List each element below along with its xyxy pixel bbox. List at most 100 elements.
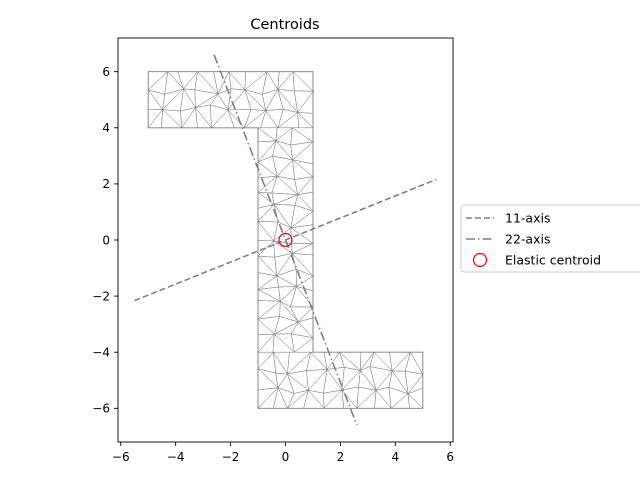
mesh-triangle — [164, 71, 184, 95]
legend-centroid-marker — [472, 252, 488, 268]
mesh-triangle — [194, 71, 219, 95]
mesh-triangle — [257, 368, 279, 389]
mesh-triangle — [257, 351, 276, 374]
mesh-triangle — [257, 387, 279, 409]
mesh-triangle — [278, 286, 298, 302]
mesh-triangle — [294, 194, 314, 212]
mesh-triangle — [181, 106, 198, 129]
mesh-triangle — [257, 127, 278, 142]
mesh-triangle — [291, 253, 314, 277]
mesh-triangle — [262, 89, 279, 112]
section-boundary — [147, 71, 424, 409]
legend-label: 22-axis — [505, 232, 550, 247]
mesh-triangle — [273, 333, 295, 353]
mesh-triangle — [228, 71, 246, 91]
x-tick-label: −2 — [222, 450, 240, 464]
mesh-triangle — [257, 240, 275, 257]
y-tick-label: 2 — [102, 177, 110, 191]
mesh-triangle — [262, 71, 279, 95]
mesh-triangle — [280, 301, 299, 323]
mesh-triangle — [180, 88, 196, 112]
y-axis-ticks: −6 −4 −2 0 2 4 6 — [92, 65, 118, 416]
mesh-triangle — [257, 272, 278, 290]
legend: 11-axis 22-axis Elastic centroid — [460, 204, 640, 273]
22-axis-line — [213, 54, 358, 426]
mesh-triangle — [227, 88, 246, 111]
mesh-triangle — [290, 321, 314, 339]
mesh-triangle — [339, 351, 362, 371]
mesh-triangle — [273, 227, 292, 244]
mesh-triangle — [341, 367, 361, 391]
mesh-triangle — [323, 368, 343, 394]
y-tick-label: −4 — [92, 346, 110, 360]
mesh-triangle — [290, 127, 314, 146]
x-tick-label: 2 — [337, 450, 345, 464]
chart-title: Centroids — [250, 17, 319, 33]
legend-label: Elastic centroid — [505, 253, 601, 268]
mesh-triangle — [271, 192, 298, 205]
mesh-triangle — [359, 366, 377, 391]
mesh-triangle — [257, 316, 280, 335]
x-tick-label: −6 — [112, 450, 130, 464]
mesh-triangle — [292, 71, 314, 92]
mesh-triangle — [277, 109, 299, 129]
mesh-triangle — [410, 351, 424, 376]
x-tick-label: 6 — [446, 450, 454, 464]
section-outline — [147, 71, 424, 409]
mesh-triangle — [257, 300, 281, 320]
mesh-triangle — [257, 221, 279, 242]
y-tick-label: 6 — [102, 65, 110, 79]
x-tick-label: 4 — [392, 450, 400, 464]
x-tick-label: −4 — [167, 450, 185, 464]
mesh-triangle — [177, 71, 198, 90]
mesh-triangle — [323, 351, 341, 370]
mesh-triangle — [356, 386, 377, 409]
mesh-triangle — [388, 370, 409, 395]
mesh-triangle — [297, 191, 314, 212]
mesh-triangle — [277, 71, 294, 91]
mesh-triangle — [404, 370, 424, 395]
mesh-triangle — [257, 192, 275, 205]
mesh-triangle — [375, 387, 392, 410]
mesh-triangle — [369, 351, 393, 372]
mesh-triangle — [257, 155, 278, 177]
mesh-triangle — [277, 71, 295, 92]
mesh-triangle — [307, 368, 328, 394]
legend-label: 11-axis — [505, 211, 550, 226]
mesh-triangle — [210, 104, 229, 129]
mesh-triangle — [167, 71, 184, 90]
mesh-triangle — [147, 108, 164, 129]
mesh-triangle — [404, 351, 424, 375]
y-tick-label: 0 — [102, 233, 110, 247]
mesh-triangle — [389, 351, 411, 372]
mesh-triangle — [292, 141, 314, 165]
mesh-triangle — [275, 127, 293, 146]
mesh-triangle — [183, 88, 196, 109]
x-axis-ticks: −6 −4 −2 0 2 4 6 — [112, 442, 454, 464]
mesh-triangle — [286, 373, 309, 394]
y-tick-label: −2 — [92, 289, 110, 303]
mesh-triangle — [276, 159, 295, 180]
mesh-triangle — [289, 306, 314, 323]
mesh-triangle — [244, 71, 268, 95]
mesh-triangle — [306, 351, 328, 371]
mesh-triangle — [257, 333, 275, 353]
mesh-triangle — [273, 316, 299, 335]
elastic-centroid-marker — [278, 232, 293, 248]
mesh-triangle — [291, 127, 314, 143]
mesh-triangle — [294, 176, 314, 196]
mesh-triangle — [210, 109, 235, 129]
mesh-triangle — [243, 109, 267, 129]
mesh-triangle — [297, 112, 314, 129]
mesh-triangle — [147, 71, 169, 91]
mesh-triangle — [210, 93, 229, 111]
mesh-triangle — [194, 104, 212, 129]
mesh-triangle — [266, 71, 280, 91]
mesh-triangle — [272, 140, 294, 161]
mesh-triangle — [292, 159, 314, 180]
mesh-triangle — [272, 155, 294, 177]
mesh-triangle — [292, 159, 314, 178]
y-tick-label: 4 — [102, 121, 110, 135]
mesh-triangle — [373, 351, 393, 372]
